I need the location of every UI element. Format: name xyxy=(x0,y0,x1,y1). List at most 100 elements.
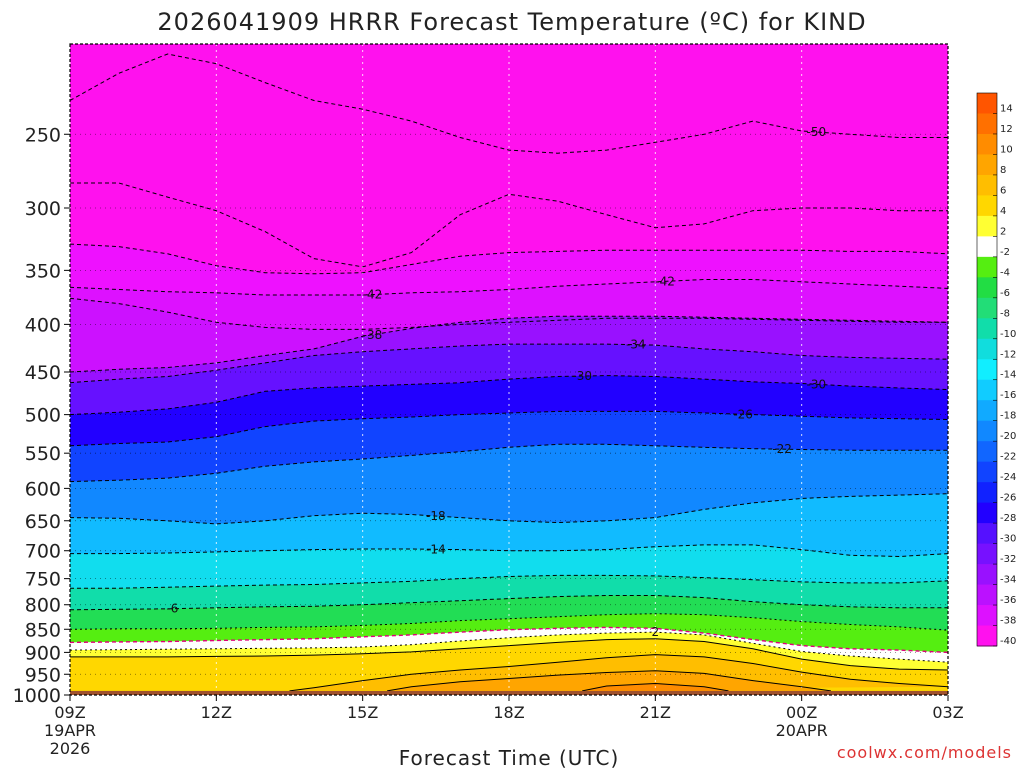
isotherm-label: -38 xyxy=(363,328,383,342)
colorbar-swatch xyxy=(977,502,997,524)
y-tick-label: 500 xyxy=(25,405,61,427)
colorbar-label: -32 xyxy=(1000,554,1016,565)
colorbar-swatch xyxy=(977,174,997,196)
isotherm-label: 2 xyxy=(652,625,660,639)
isotherm--50C-line xyxy=(70,53,948,154)
x-tick-date: 19APR xyxy=(44,721,96,740)
isotherm-label: -34 xyxy=(626,338,646,352)
colorbar-label: -26 xyxy=(1000,493,1016,504)
colorbar-label: -38 xyxy=(1000,616,1016,627)
isotherm-contours xyxy=(70,53,948,692)
colorbar-label: -30 xyxy=(1000,534,1016,545)
colorbar-swatch xyxy=(977,625,997,647)
isotherm-8C-line xyxy=(387,670,831,692)
colorbar-label: 10 xyxy=(1000,144,1013,155)
y-axis-ticks: 2503003504004505005506006507007508008509… xyxy=(13,124,70,707)
colorbar-swatch xyxy=(977,338,997,360)
isotherm-label: -6 xyxy=(166,602,178,616)
colorbar-label: -34 xyxy=(1000,575,1016,586)
isotherm-label: -26 xyxy=(733,407,753,421)
colorbar-swatch xyxy=(977,93,997,114)
plot-area xyxy=(70,44,948,695)
isotherm-label: -42 xyxy=(655,274,675,288)
colorbar-label: -16 xyxy=(1000,390,1016,401)
isotherm--38C-line xyxy=(70,315,948,373)
x-tick-label: 12Z xyxy=(201,703,232,722)
isotherm--40C-line xyxy=(70,297,948,330)
ground-surface xyxy=(70,690,948,695)
y-tick-label: 1000 xyxy=(13,685,61,707)
colorbar-swatch xyxy=(977,441,997,463)
colorbar-label: -40 xyxy=(1000,636,1016,647)
colorbar: 14 12 10 8 6 4 2 -2 -4 -6 -8 -10 -12 -14 -16 -18 -20 -22 -… xyxy=(976,92,1016,647)
colorbar-label: -14 xyxy=(1000,370,1016,381)
x-tick-label: 03Z xyxy=(932,703,963,722)
colorbar-label: -4 xyxy=(1000,267,1010,278)
colorbar-swatch xyxy=(977,543,997,565)
x-tick-label: 15Z xyxy=(347,703,378,722)
isotherm--34C-line xyxy=(70,343,948,384)
y-tick-label: 250 xyxy=(25,124,61,146)
isotherm-label: -30 xyxy=(806,377,826,391)
colorbar-swatch xyxy=(977,154,997,176)
x-tick-year: 2026 xyxy=(50,739,91,758)
colorbar-label: -28 xyxy=(1000,513,1016,524)
y-tick-label: 550 xyxy=(25,443,61,465)
colorbar-swatch xyxy=(977,564,997,586)
isotherm--46C-line xyxy=(70,182,948,268)
credit-text: coolwx.com/models xyxy=(837,743,1012,762)
colorbar-swatch xyxy=(977,133,997,155)
colorbar-swatch xyxy=(977,236,997,258)
colorbar-label: -36 xyxy=(1000,595,1016,606)
colorbar-swatch xyxy=(977,482,997,504)
colorbar-label: -18 xyxy=(1000,411,1016,422)
colorbar-label: -8 xyxy=(1000,308,1010,319)
y-tick-label: 350 xyxy=(25,260,61,282)
colorbar-swatch xyxy=(977,277,997,299)
y-tick-label: 750 xyxy=(25,569,61,591)
colorbar-swatch xyxy=(977,297,997,319)
colorbar-label: -24 xyxy=(1000,472,1016,483)
isotherm-2C-line xyxy=(70,631,948,663)
y-tick-label: 450 xyxy=(25,362,61,384)
isotherm--2C-line xyxy=(70,613,948,631)
y-tick-label: 950 xyxy=(25,664,61,686)
colorbar-swatch xyxy=(977,256,997,278)
colorbar-swatch xyxy=(977,584,997,606)
colorbar-label: 6 xyxy=(1000,185,1006,196)
colorbar-label: -12 xyxy=(1000,349,1016,360)
isotherm-label: -30 xyxy=(572,369,592,383)
colorbar-label: 8 xyxy=(1000,165,1006,176)
x-tick-label: 00Z xyxy=(786,703,817,722)
colorbar-swatch xyxy=(977,195,997,217)
grid-lines xyxy=(70,44,948,695)
y-tick-label: 600 xyxy=(25,478,61,500)
isotherm-labels: -50 -42 -42 -38 -34 -30 -30 -26 -22 -18 -14 -6 2 xyxy=(166,125,826,639)
isotherm-label: -42 xyxy=(363,288,383,302)
isotherm-label: -18 xyxy=(426,509,446,523)
isotherm--30C-line xyxy=(70,375,948,416)
isotherm-label: -14 xyxy=(426,542,446,556)
chart-title: 2026041909 HRRR Forecast Temperature (ºC… xyxy=(157,8,866,36)
colorbar-label: 2 xyxy=(1000,226,1006,237)
colorbar-swatch xyxy=(977,215,997,237)
isotherm-label: -50 xyxy=(806,125,826,139)
y-tick-label: 300 xyxy=(25,198,61,220)
isotherm-6C-line xyxy=(289,654,948,692)
isotherm-10C-line xyxy=(582,682,729,692)
x-tick-label: 21Z xyxy=(640,703,671,722)
temperature-bands xyxy=(70,44,948,695)
colorbar-swatch xyxy=(977,359,997,381)
colorbar-swatch xyxy=(977,318,997,340)
colorbar-label: 4 xyxy=(1000,206,1006,217)
colorbar-label: 14 xyxy=(1000,103,1013,114)
colorbar-swatch xyxy=(977,605,997,627)
colorbar-swatch xyxy=(977,523,997,545)
y-tick-label: 650 xyxy=(25,511,61,533)
colorbar-swatch xyxy=(977,379,997,401)
y-tick-label: 850 xyxy=(25,619,61,641)
y-tick-label: 700 xyxy=(25,541,61,563)
x-tick-label: 09Z xyxy=(54,703,85,722)
y-tick-label: 400 xyxy=(25,314,61,336)
